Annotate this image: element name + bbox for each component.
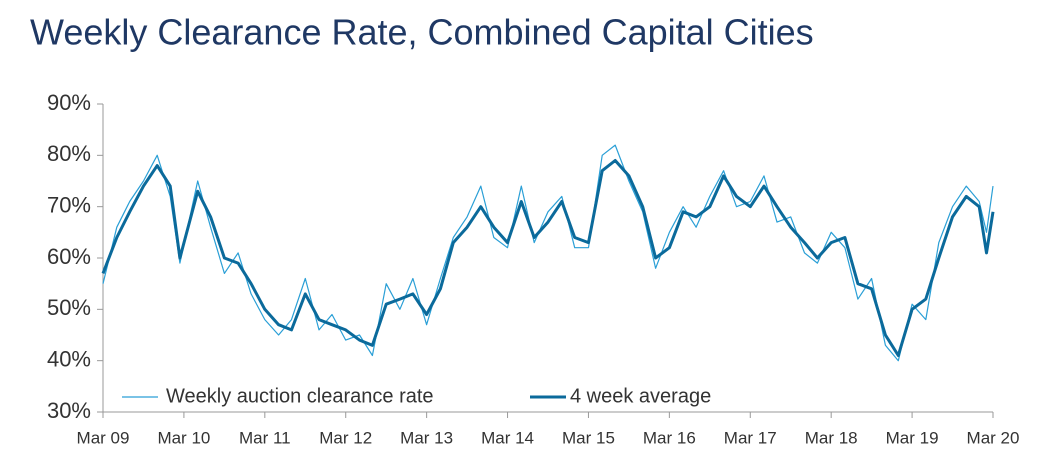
x-tick-label: Mar 13	[400, 428, 453, 447]
x-tick-label: Mar 12	[319, 428, 372, 447]
y-tick-label: 50%	[47, 295, 91, 320]
series-line	[101, 159, 995, 357]
series-line	[102, 144, 994, 362]
y-tick-label: 80%	[47, 141, 91, 166]
y-tick-label: 70%	[47, 192, 91, 217]
y-tick-label: 30%	[47, 398, 91, 423]
x-tick-label: Mar 20	[967, 428, 1020, 447]
x-tick-label: Mar 17	[724, 428, 777, 447]
x-tick-label: Mar 19	[886, 428, 939, 447]
y-tick-label: 90%	[47, 90, 91, 115]
legend-label: Weekly auction clearance rate	[166, 385, 434, 407]
chart-title: Weekly Clearance Rate, Combined Capital …	[30, 12, 814, 53]
legend-label: 4 week average	[570, 385, 711, 407]
x-tick-label: Mar 15	[562, 428, 615, 447]
x-tick-label: Mar 09	[77, 428, 130, 447]
y-tick-label: 40%	[47, 346, 91, 371]
x-tick-label: Mar 11	[239, 428, 291, 447]
y-tick-label: 60%	[47, 244, 91, 269]
x-tick-label: Mar 14	[481, 428, 534, 447]
x-tick-label: Mar 10	[157, 428, 210, 447]
x-tick-label: Mar 18	[805, 428, 858, 447]
x-tick-label: Mar 16	[643, 428, 696, 447]
